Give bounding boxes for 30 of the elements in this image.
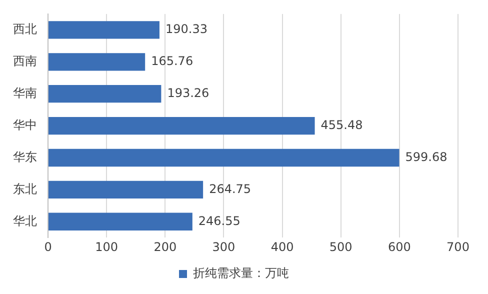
bar xyxy=(48,85,162,103)
bar xyxy=(48,180,204,199)
y-tick-label: 东北 xyxy=(13,182,37,196)
data-label: 246.55 xyxy=(198,214,240,228)
y-tick-label: 华东 xyxy=(13,150,37,164)
y-tick-label: 华南 xyxy=(13,86,37,100)
data-label: 193.26 xyxy=(167,86,210,100)
bar xyxy=(48,53,146,71)
y-tick-label: 西北 xyxy=(13,22,37,36)
data-label: 599.68 xyxy=(405,150,448,164)
bar xyxy=(48,148,400,167)
x-tick-label: 200 xyxy=(154,240,177,254)
data-label: 264.75 xyxy=(209,182,252,196)
y-tick-label: 华中 xyxy=(13,118,37,132)
x-tick-label: 700 xyxy=(446,240,470,254)
y-tick-label: 西南 xyxy=(13,54,37,68)
data-label: 165.76 xyxy=(151,54,194,68)
data-label: 190.33 xyxy=(165,22,208,36)
bar xyxy=(48,212,192,230)
x-tick-label: 0 xyxy=(44,240,52,254)
legend-label: 折纯需求量：万吨 xyxy=(193,266,289,280)
x-tick-label: 300 xyxy=(212,240,236,254)
data-label: 455.48 xyxy=(320,118,363,132)
x-tick-label: 400 xyxy=(270,240,294,254)
x-tick-label: 600 xyxy=(388,240,411,254)
bar xyxy=(48,116,315,135)
y-tick-label: 华北 xyxy=(13,214,37,228)
x-tick-label: 100 xyxy=(95,240,118,254)
bar xyxy=(48,21,160,39)
x-tick-label: 500 xyxy=(329,240,352,254)
